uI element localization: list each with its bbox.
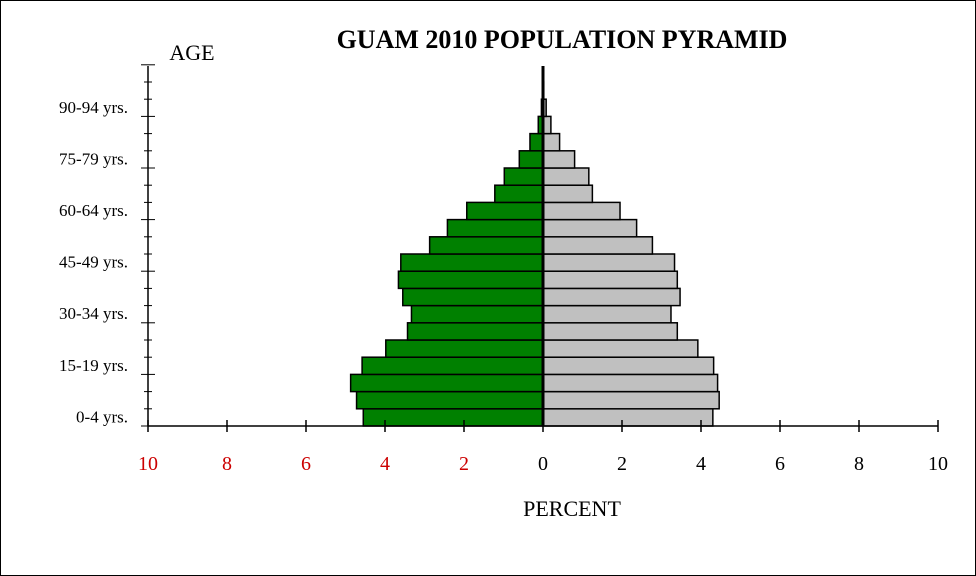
x-tick-label: 6 (301, 453, 311, 475)
age-group-label: 45-49 yrs. (59, 253, 128, 272)
bar-right (542, 322, 679, 341)
bar-left (361, 356, 544, 376)
bar-right (542, 236, 654, 255)
bar-left (402, 287, 544, 307)
bar-right (542, 270, 679, 290)
x-tick-label: 0 (538, 453, 548, 475)
y-axis-title: AGE (169, 40, 214, 65)
bar-right (542, 408, 714, 427)
bar-left (446, 218, 544, 238)
bar-right (542, 304, 672, 324)
bar-right (542, 356, 715, 376)
age-group-label: 75-79 yrs. (59, 149, 128, 168)
bar-left (466, 201, 544, 221)
x-tick-label: 4 (380, 453, 390, 475)
bar-right (542, 390, 720, 410)
x-tick-label: 8 (854, 453, 864, 475)
bar-left (355, 390, 544, 410)
x-tick-label: 2 (459, 453, 469, 475)
bar-right (542, 150, 576, 169)
bar-left (362, 408, 544, 427)
x-tick-label: 2 (617, 453, 627, 475)
age-group-label: 90-94 yrs. (59, 98, 128, 117)
age-group-label: 30-34 yrs. (59, 304, 128, 323)
age-group-label: 15-19 yrs. (59, 356, 128, 375)
bars-group (349, 81, 720, 427)
bar-right (542, 287, 681, 307)
x-tick-label: 10 (928, 453, 948, 475)
bar-right (542, 253, 676, 272)
x-tick-label: 8 (222, 453, 232, 475)
bar-right (542, 218, 638, 238)
x-axis-title: PERCENT (523, 496, 621, 521)
bar-left (406, 322, 544, 341)
bar-left (349, 373, 544, 393)
bar-left (494, 184, 544, 204)
x-tick-label: 6 (775, 453, 785, 475)
bar-left (410, 304, 544, 324)
bar-left (518, 150, 544, 169)
bar-left (397, 270, 544, 290)
bar-left (428, 236, 544, 255)
x-tick-label: 4 (696, 453, 706, 475)
bar-right (542, 167, 590, 186)
axes-group: 0-4 yrs.15-19 yrs.30-34 yrs.45-49 yrs.60… (59, 64, 948, 475)
bar-left (400, 253, 544, 272)
bar-right (542, 373, 719, 393)
age-group-label: 0-4 yrs. (76, 407, 128, 426)
x-tick-label: 10 (138, 453, 158, 475)
bar-left (529, 132, 544, 152)
bar-right (542, 184, 594, 204)
bar-right (542, 201, 621, 221)
age-group-label: 60-64 yrs. (59, 201, 128, 220)
bar-left (503, 167, 544, 186)
bar-right (542, 339, 699, 358)
chart-title: GUAM 2010 POPULATION PYRAMID (337, 25, 788, 54)
bar-right (542, 132, 561, 152)
bar-left (385, 339, 544, 358)
